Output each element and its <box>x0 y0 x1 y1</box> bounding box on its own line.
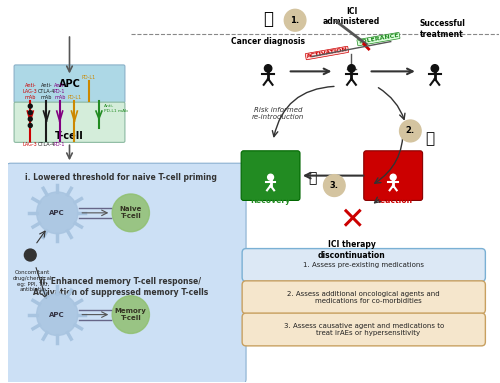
Text: ACTIVATION: ACTIVATION <box>306 47 348 59</box>
Text: Concomitant
drug/chemical
eg: PPI, TKI,
antibiotic: Concomitant drug/chemical eg: PPI, TKI, … <box>13 270 52 292</box>
Text: 3.: 3. <box>330 181 339 190</box>
Circle shape <box>112 194 150 232</box>
Text: 2.: 2. <box>406 126 415 136</box>
Circle shape <box>284 9 306 31</box>
Circle shape <box>324 175 345 196</box>
FancyBboxPatch shape <box>364 151 422 200</box>
Text: 📋: 📋 <box>263 10 273 28</box>
Circle shape <box>400 120 421 142</box>
Text: Anti-
CTLA-4
mAb: Anti- CTLA-4 mAb <box>38 83 55 100</box>
Text: PD-L1: PD-L1 <box>68 95 82 100</box>
Circle shape <box>390 174 396 180</box>
Text: i. Lowered threshold for naive T-cell priming: i. Lowered threshold for naive T-cell pr… <box>25 173 217 182</box>
FancyBboxPatch shape <box>242 281 486 314</box>
Circle shape <box>28 111 32 115</box>
Text: Recovery: Recovery <box>250 196 290 205</box>
Circle shape <box>28 123 32 128</box>
Text: APC: APC <box>50 312 65 318</box>
Circle shape <box>348 65 355 72</box>
Text: T-cell: T-cell <box>55 131 84 141</box>
Text: PD-L1: PD-L1 <box>82 75 96 80</box>
Circle shape <box>431 65 438 72</box>
Text: APC: APC <box>58 79 80 89</box>
Text: CTLA-4: CTLA-4 <box>38 142 55 147</box>
Text: ✕: ✕ <box>338 206 364 235</box>
FancyBboxPatch shape <box>14 65 125 103</box>
Circle shape <box>36 192 78 234</box>
Circle shape <box>36 294 78 336</box>
Text: 📋: 📋 <box>308 171 316 185</box>
FancyBboxPatch shape <box>14 102 125 142</box>
Text: 💊: 💊 <box>426 131 434 146</box>
Circle shape <box>24 249 36 261</box>
Text: Cancer diagnosis: Cancer diagnosis <box>231 37 305 46</box>
Text: ii. Enhanced memory T-cell response/
Activation of suppressed memory T-cells: ii. Enhanced memory T-cell response/ Act… <box>34 277 208 297</box>
Text: Anti-
PD-L1 mAb: Anti- PD-L1 mAb <box>104 104 128 113</box>
Text: PD-1: PD-1 <box>54 142 66 147</box>
Text: 2. Assess additional oncological agents and
    medications for co-morbidities: 2. Assess additional oncological agents … <box>288 291 440 304</box>
Text: APC: APC <box>50 210 65 216</box>
Text: Naive
T-cell: Naive T-cell <box>120 206 142 219</box>
Circle shape <box>28 104 32 108</box>
FancyBboxPatch shape <box>242 249 486 282</box>
Circle shape <box>28 117 32 121</box>
Text: Anti-
PD-1
mAb: Anti- PD-1 mAb <box>54 83 66 100</box>
Text: Risk informed
re-introduction: Risk informed re-introduction <box>252 107 304 120</box>
Text: Memory
T-cell: Memory T-cell <box>115 308 146 321</box>
FancyBboxPatch shape <box>6 163 246 383</box>
Text: Anti-
LAG-3
mAb: Anti- LAG-3 mAb <box>23 83 38 100</box>
Text: Reaction: Reaction <box>374 196 412 205</box>
Circle shape <box>268 174 274 180</box>
FancyBboxPatch shape <box>241 151 300 200</box>
Text: 1. Assess pre-existing medications: 1. Assess pre-existing medications <box>303 262 424 268</box>
Text: TOLERANCE: TOLERANCE <box>358 33 400 45</box>
FancyBboxPatch shape <box>242 313 486 346</box>
Text: Successful
treatment: Successful treatment <box>420 19 465 39</box>
Text: ICI therapy
discontinuation: ICI therapy discontinuation <box>318 240 386 260</box>
Text: LAG-3: LAG-3 <box>23 142 38 147</box>
Text: ICI
administered: ICI administered <box>323 7 380 26</box>
Circle shape <box>112 296 150 334</box>
Circle shape <box>264 65 272 72</box>
Text: 1.: 1. <box>290 16 300 25</box>
Text: 3. Assess causative agent and medications to
    treat irAEs or hypersensitivity: 3. Assess causative agent and medication… <box>284 323 444 336</box>
